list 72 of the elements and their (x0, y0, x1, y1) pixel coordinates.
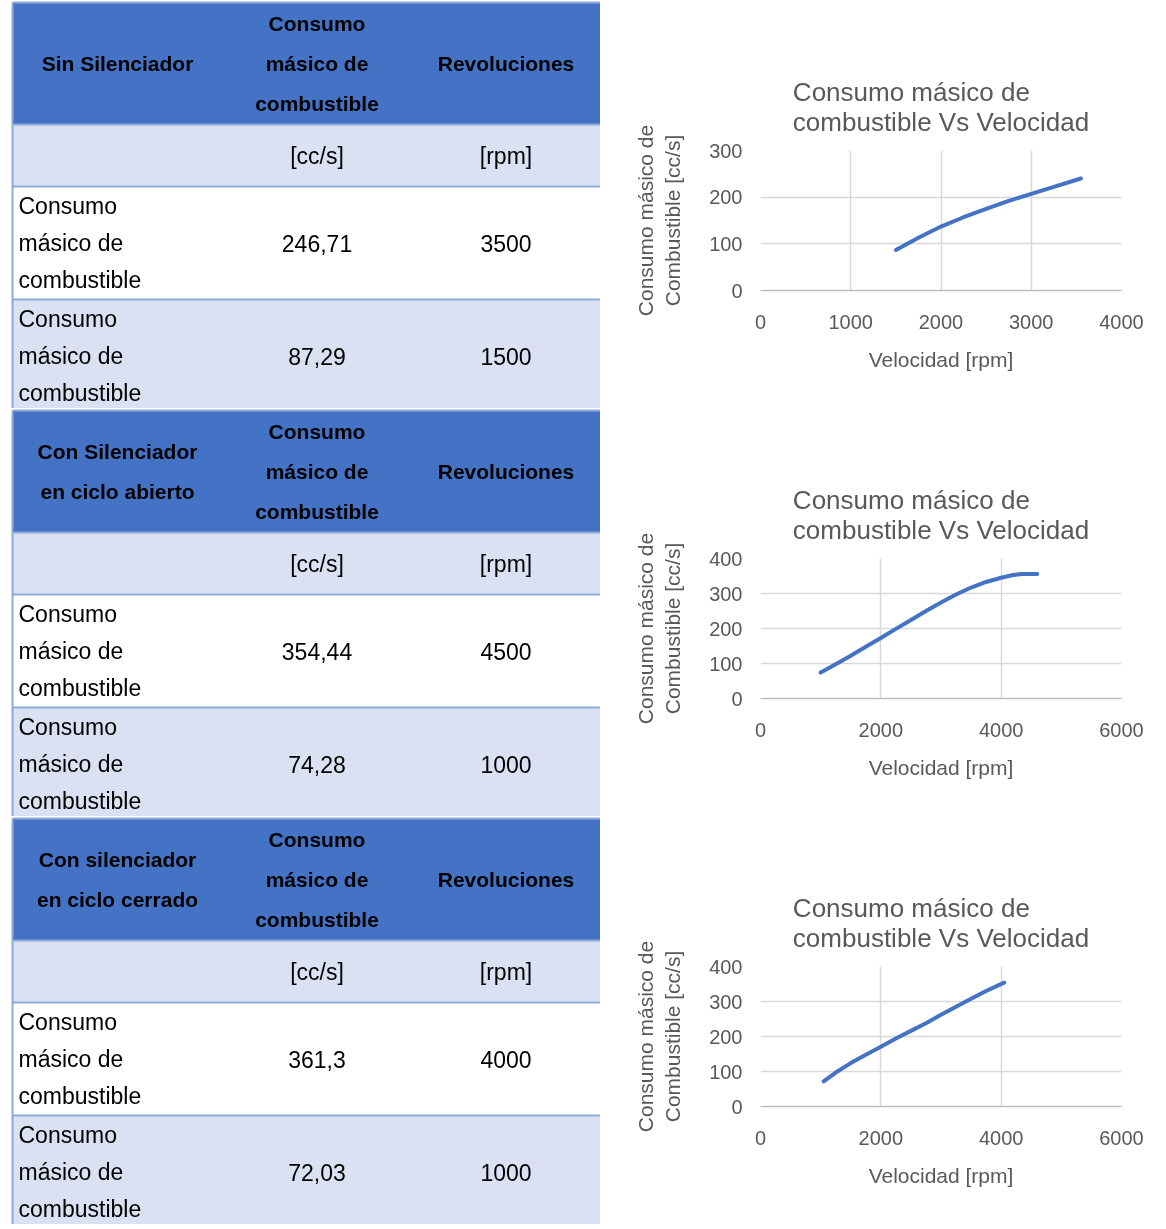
y-tick-label: 400 (709, 955, 743, 978)
x-tick-label: 4000 (1099, 310, 1144, 333)
category-label: Consumo másico de combustible (18, 306, 142, 406)
text: [rpm] (479, 958, 533, 985)
text: 361,3 (288, 1046, 346, 1073)
category-label: Revoluciones (437, 460, 575, 483)
chart-title: Consumo másico de combustible Vs Velocidad (792, 484, 1090, 545)
y-axis-title: Consumo másico de Combustible [cc/s] (633, 532, 685, 725)
x-tick-label: 2000 (858, 1126, 904, 1149)
x-tick-label: 6000 (1099, 1126, 1144, 1149)
y-tick-label: 0 (731, 687, 743, 710)
text: [cc/s] (290, 550, 344, 577)
y-tick-label: 300 (709, 139, 743, 162)
x-tick-label: 2000 (858, 718, 904, 741)
category-label: Consumo másico de combustible (255, 420, 379, 523)
text: 3500 (480, 230, 532, 257)
category-label: Con silenciador en ciclo cerrado (36, 848, 199, 911)
category-label: Con Silenciador en ciclo abierto (37, 440, 198, 503)
y-tick-label: 100 (709, 232, 743, 255)
x-tick-label: 4000 (978, 1126, 1024, 1149)
category-label: Consumo másico de combustible (18, 1009, 142, 1109)
x-tick-label: 1000 (828, 310, 873, 333)
text: 354,44 (281, 638, 353, 665)
y-axis-title: Consumo másico de Combustible [cc/s] (633, 940, 685, 1133)
text: 1500 (480, 343, 532, 370)
category-label: Consumo másico de combustible (18, 193, 142, 293)
y-axis-title: Consumo másico de Combustible [cc/s] (633, 124, 685, 317)
x-tick-label: 0 (754, 718, 767, 741)
x-axis-title: Velocidad [rpm] (868, 347, 1014, 371)
text: [rpm] (479, 142, 533, 169)
y-tick-label: 0 (731, 279, 743, 302)
y-tick-label: 200 (709, 1025, 743, 1048)
category-label: Revoluciones (437, 52, 575, 75)
chart-title: Consumo másico de combustible Vs Velocidad (792, 892, 1090, 953)
text: 72,03 (288, 1159, 346, 1186)
line-series (821, 980, 1007, 1084)
category-label: Consumo másico de combustible (18, 601, 142, 701)
y-tick-label: 100 (709, 652, 743, 675)
y-tick-label: 400 (709, 547, 743, 570)
y-tick-label: 200 (709, 617, 743, 640)
x-axis-title: Velocidad [rpm] (868, 755, 1014, 779)
line-series (818, 571, 1040, 675)
y-tick-label: 0 (731, 1095, 743, 1118)
text: 74,28 (288, 751, 346, 778)
x-tick-label: 3000 (1009, 310, 1054, 333)
y-tick-label: 200 (709, 186, 743, 209)
text: 87,29 (288, 343, 346, 370)
category-label: Revoluciones (437, 868, 575, 891)
x-tick-label: 2000 (918, 310, 964, 333)
category-label: Consumo másico de combustible (18, 1122, 142, 1222)
x-tick-label: 4000 (978, 718, 1024, 741)
text: [cc/s] (290, 958, 344, 985)
category-label: Consumo másico de combustible (255, 12, 379, 115)
text: 1000 (480, 751, 532, 778)
text: [rpm] (479, 550, 533, 577)
text: 4000 (480, 1046, 532, 1073)
text: 4500 (480, 638, 532, 665)
x-tick-label: 0 (754, 310, 767, 333)
category-label: Consumo másico de combustible (255, 828, 379, 931)
x-tick-label: 0 (754, 1126, 767, 1149)
x-tick-label: 6000 (1099, 718, 1144, 741)
category-label: Consumo másico de combustible (18, 714, 142, 814)
chart-title: Consumo másico de combustible Vs Velocidad (792, 76, 1090, 137)
y-tick-label: 300 (709, 990, 743, 1013)
text: 1000 (480, 1159, 532, 1186)
text: [cc/s] (290, 142, 344, 169)
x-axis-title: Velocidad [rpm] (868, 1163, 1014, 1187)
y-tick-label: 300 (709, 582, 743, 605)
y-tick-label: 100 (709, 1060, 743, 1083)
line-series (893, 176, 1083, 252)
text: 246,71 (281, 230, 353, 257)
category-label: Sin Silenciador (41, 52, 194, 75)
